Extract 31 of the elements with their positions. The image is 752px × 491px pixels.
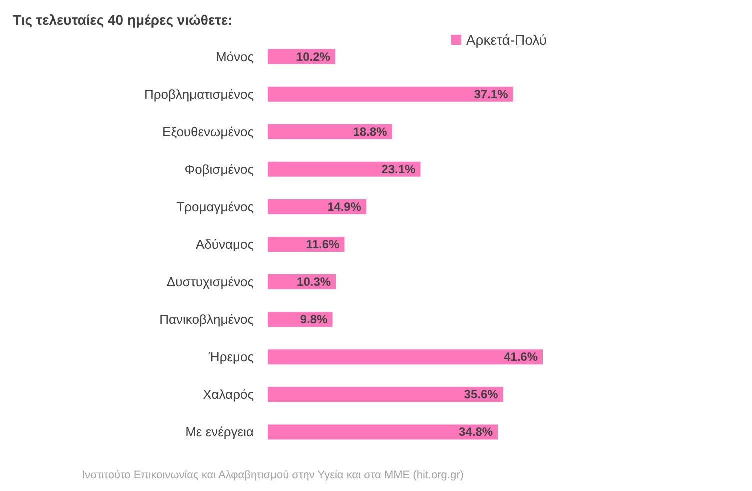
y-tick-label: Εξουθενωμένος xyxy=(162,124,254,140)
y-tick-label: Τρομαγμένος xyxy=(176,199,254,214)
bar xyxy=(268,86,514,102)
bar xyxy=(268,387,504,402)
y-tick-label: Προβληματισμένος xyxy=(144,86,254,102)
y-tick-label: Πανικοβλημένος xyxy=(160,312,254,328)
data-label: 11.6% xyxy=(306,238,340,252)
y-tick-label: Ήρεμος xyxy=(208,350,254,365)
data-label: 10.3% xyxy=(297,275,332,290)
data-label: 35.6% xyxy=(464,388,499,402)
data-label: 9.8% xyxy=(300,312,328,327)
y-tick-label: Φοβισμένος xyxy=(184,162,254,177)
y-tick-label: Δυστυχισμένος xyxy=(166,274,254,290)
data-label: 18.8% xyxy=(353,124,388,139)
y-tick-label: Αδύναμος xyxy=(196,237,254,252)
bar xyxy=(268,124,392,140)
y-tick-label: Με ενέργεια xyxy=(186,424,254,440)
data-label: 41.6% xyxy=(504,350,538,364)
y-tick-label: Μόνος xyxy=(216,49,254,64)
legend-label: Αρκετά-Πολύ xyxy=(466,32,548,48)
text: Ινστιτούτο Επικοινωνίας και Αλφαβητισμού στην Υγεία και στα ΜΜΕ (hit.org.gr) xyxy=(82,470,464,482)
text: Τις τελευταίες 40 ημέρες νιώθετε: xyxy=(13,12,233,28)
bar xyxy=(268,162,421,177)
data-label: 23.1% xyxy=(382,162,416,176)
bar xyxy=(268,350,543,365)
bar xyxy=(268,424,498,440)
data-label: 37.1% xyxy=(474,87,509,102)
data-label: 14.9% xyxy=(327,200,362,214)
data-label: 34.8% xyxy=(459,425,494,440)
data-label: 10.2% xyxy=(296,50,331,64)
y-tick-label: Χαλαρός xyxy=(203,387,254,402)
